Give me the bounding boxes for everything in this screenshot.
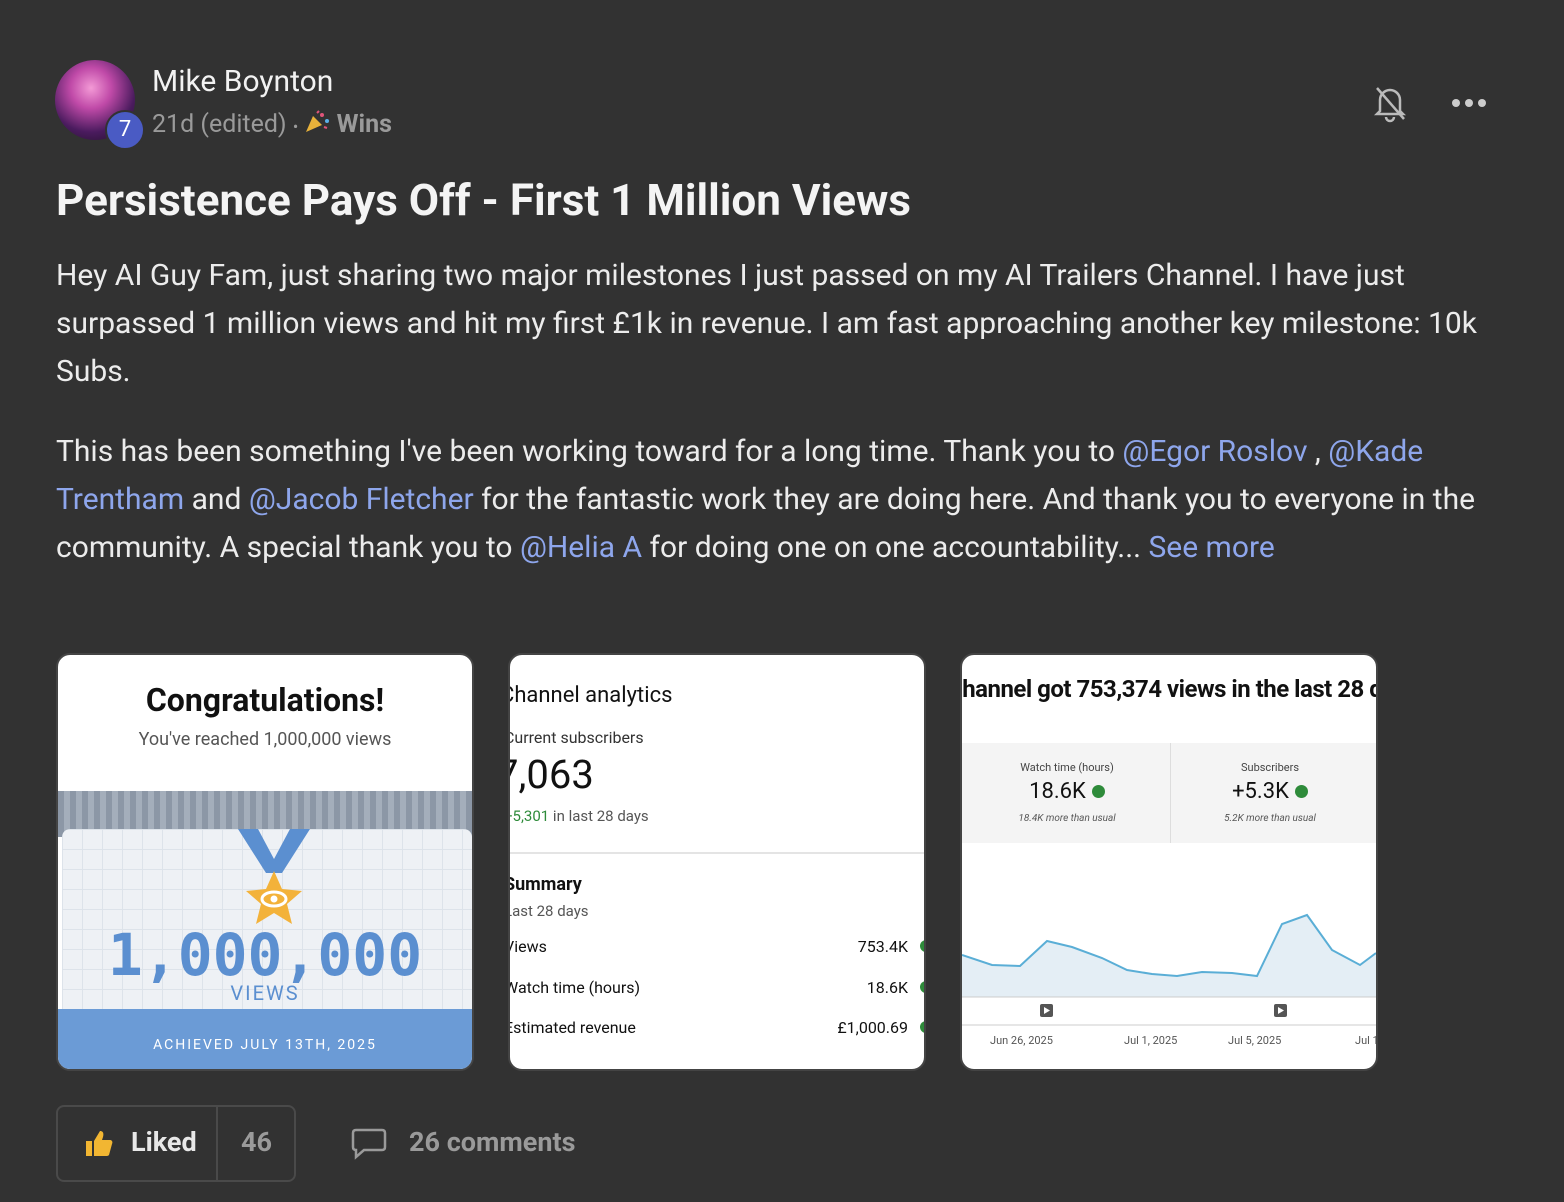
notifications-off[interactable]: [1372, 83, 1408, 123]
mention[interactable]: @Egor Roslov: [1122, 434, 1308, 469]
change-period: in last 28 days: [552, 807, 649, 825]
date-label: Jul 1: [1355, 1034, 1378, 1047]
image-subheading: You've reached 1,000,000 views: [138, 729, 392, 750]
text: This has been something I've been workin…: [56, 434, 1123, 469]
up-icon: [1294, 785, 1308, 798]
change: +5,301: [508, 807, 550, 825]
date-label: Jul 5, 2025: [1228, 1034, 1282, 1047]
stat-value: 7,063: [510, 751, 594, 798]
paragraph: This has been something I've been workin…: [56, 428, 1506, 572]
image-thumbnail[interactable]: Congratulations! You've reached 1,000,00…: [56, 653, 474, 1071]
row-label: Watch time (hours): [508, 977, 641, 997]
date-label: Jul 1, 2025: [1124, 1034, 1178, 1047]
milestone-unit: VIEWS: [230, 981, 300, 1005]
value: +5.3K: [1232, 779, 1289, 804]
text: for the fantastic work they are doing he…: [56, 482, 1476, 565]
stat-label: Subscribers: [1240, 761, 1300, 774]
row-label: Views: [508, 937, 547, 956]
post-title: Persistence Pays Off - First 1 Million V…: [56, 174, 911, 226]
image-heading: Channel analytics: [508, 683, 673, 708]
stat-label: Current subscribers: [508, 728, 644, 747]
text: and: [184, 482, 249, 517]
post-category[interactable]: Wins: [336, 110, 393, 139]
summary-heading: Summary: [508, 874, 582, 895]
image-heading: Congratulations!: [145, 681, 385, 719]
text: ,: [1307, 434, 1329, 469]
comments-count[interactable]: 26 comments: [409, 1126, 576, 1158]
see-more[interactable]: See more: [1148, 530, 1275, 565]
summary-period: Last 28 days: [508, 902, 589, 920]
milestone-number: 1,000,000: [107, 921, 423, 989]
mention[interactable]: @Helia A: [519, 530, 643, 565]
panel-divider: [1170, 743, 1171, 843]
trend-dot: [920, 940, 924, 952]
medal: [238, 829, 310, 924]
stat-note: 18.4K more than usual: [1018, 813, 1116, 824]
trend-dot: [920, 980, 924, 993]
stat-note: 5.2K more than usual: [1224, 813, 1316, 824]
image-thumbnail[interactable]: Channel got 753,374 views in the last 28…: [960, 653, 1378, 1071]
date-label: Jun 26, 2025: [990, 1034, 1053, 1047]
views-graph: [962, 913, 1376, 1026]
image-heading: Channel got 753,374 views in the last 28…: [962, 675, 1376, 703]
row-value: 753.4K: [857, 937, 908, 956]
thumbs-up-icon: [86, 1131, 113, 1156]
trend-dot: [920, 1021, 924, 1033]
row-value: £1,000.69: [837, 1018, 908, 1037]
like-button[interactable]: [56, 1105, 296, 1182]
like-count[interactable]: 46: [241, 1126, 272, 1158]
like-label[interactable]: Liked: [131, 1126, 197, 1158]
value: 18.6K: [1029, 779, 1086, 804]
stat-value: 18.6K: [962, 779, 1172, 804]
party-icon: [306, 110, 330, 132]
paragraph: Hey AI Guy Fam, just sharing two major m…: [56, 258, 1477, 389]
mention[interactable]: @Jacob Fletcher: [248, 482, 474, 517]
post-time: 21d (edited): [152, 110, 287, 139]
text: for doing one on one accountability...: [642, 530, 1149, 565]
up-icon: [1091, 785, 1105, 798]
more-menu[interactable]: [1451, 98, 1487, 108]
level-badge: 7: [105, 110, 145, 150]
image-thumbnail[interactable]: Channel analytics Current subscribers 7,…: [508, 653, 926, 1071]
separator: •: [292, 117, 299, 136]
stat-change: +5,301 in last 28 days: [508, 807, 649, 825]
row-value: 18.6K: [866, 977, 908, 997]
post-meta: 21d (edited) • Wins: [152, 110, 392, 139]
mention[interactable]: @Kade Trentham: [56, 434, 1424, 517]
comment-icon: [351, 1128, 387, 1160]
stat-value: +5.3K: [1165, 779, 1375, 804]
divider: [510, 852, 924, 854]
stat-label: Watch time (hours): [1020, 761, 1114, 774]
achieved-bar: ACHIEVED JULY 13TH, 2025: [58, 1009, 472, 1069]
author-name[interactable]: Mike Boynton: [152, 64, 334, 99]
row-label: Estimated revenue: [508, 1018, 636, 1037]
like-divider: [216, 1107, 218, 1180]
